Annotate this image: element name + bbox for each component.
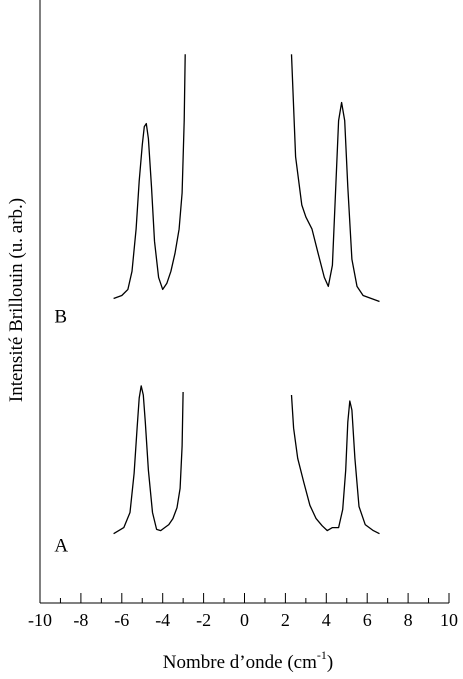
curve-label-a: A	[54, 536, 68, 557]
x-tick-label: 4	[322, 610, 331, 630]
x-axis-title-tail: )	[327, 652, 333, 673]
x-tick-label: 0	[240, 610, 249, 630]
x-tick-label: -4	[155, 610, 170, 630]
x-tick-label: 8	[404, 610, 413, 630]
x-tick-label: -10	[28, 610, 52, 630]
plot-frame	[39, 0, 449, 604]
x-tick-label: 6	[363, 610, 372, 630]
x-axis-title-sup: -1	[317, 648, 327, 662]
spectrum-line-b-right	[290, 54, 380, 303]
curve-label-b: B	[54, 307, 67, 328]
spectrum-line-a	[113, 385, 184, 535]
spectrum-line-a-right	[290, 394, 380, 535]
spectrum-traces	[113, 54, 380, 535]
spectrum-line-b	[113, 54, 186, 300]
x-tick-label: -2	[196, 610, 211, 630]
x-axis-title-main: Nombre d’onde (cm	[163, 652, 317, 673]
x-tick-label: -6	[114, 610, 129, 630]
x-tick-label: 2	[281, 610, 290, 630]
x-axis-title: Nombre d’onde (cm-1)	[163, 648, 333, 673]
curve-annotations: AB	[54, 307, 68, 557]
y-axis-title: Intensité Brillouin (u. arb.)	[6, 198, 27, 402]
x-axis-ticks	[39, 593, 450, 603]
x-tick-label: -8	[73, 610, 88, 630]
x-axis-tick-labels: -10 -8 -6 -4 -2 0 2 4 6 8 10	[28, 610, 458, 630]
x-tick-label: 10	[440, 610, 458, 630]
